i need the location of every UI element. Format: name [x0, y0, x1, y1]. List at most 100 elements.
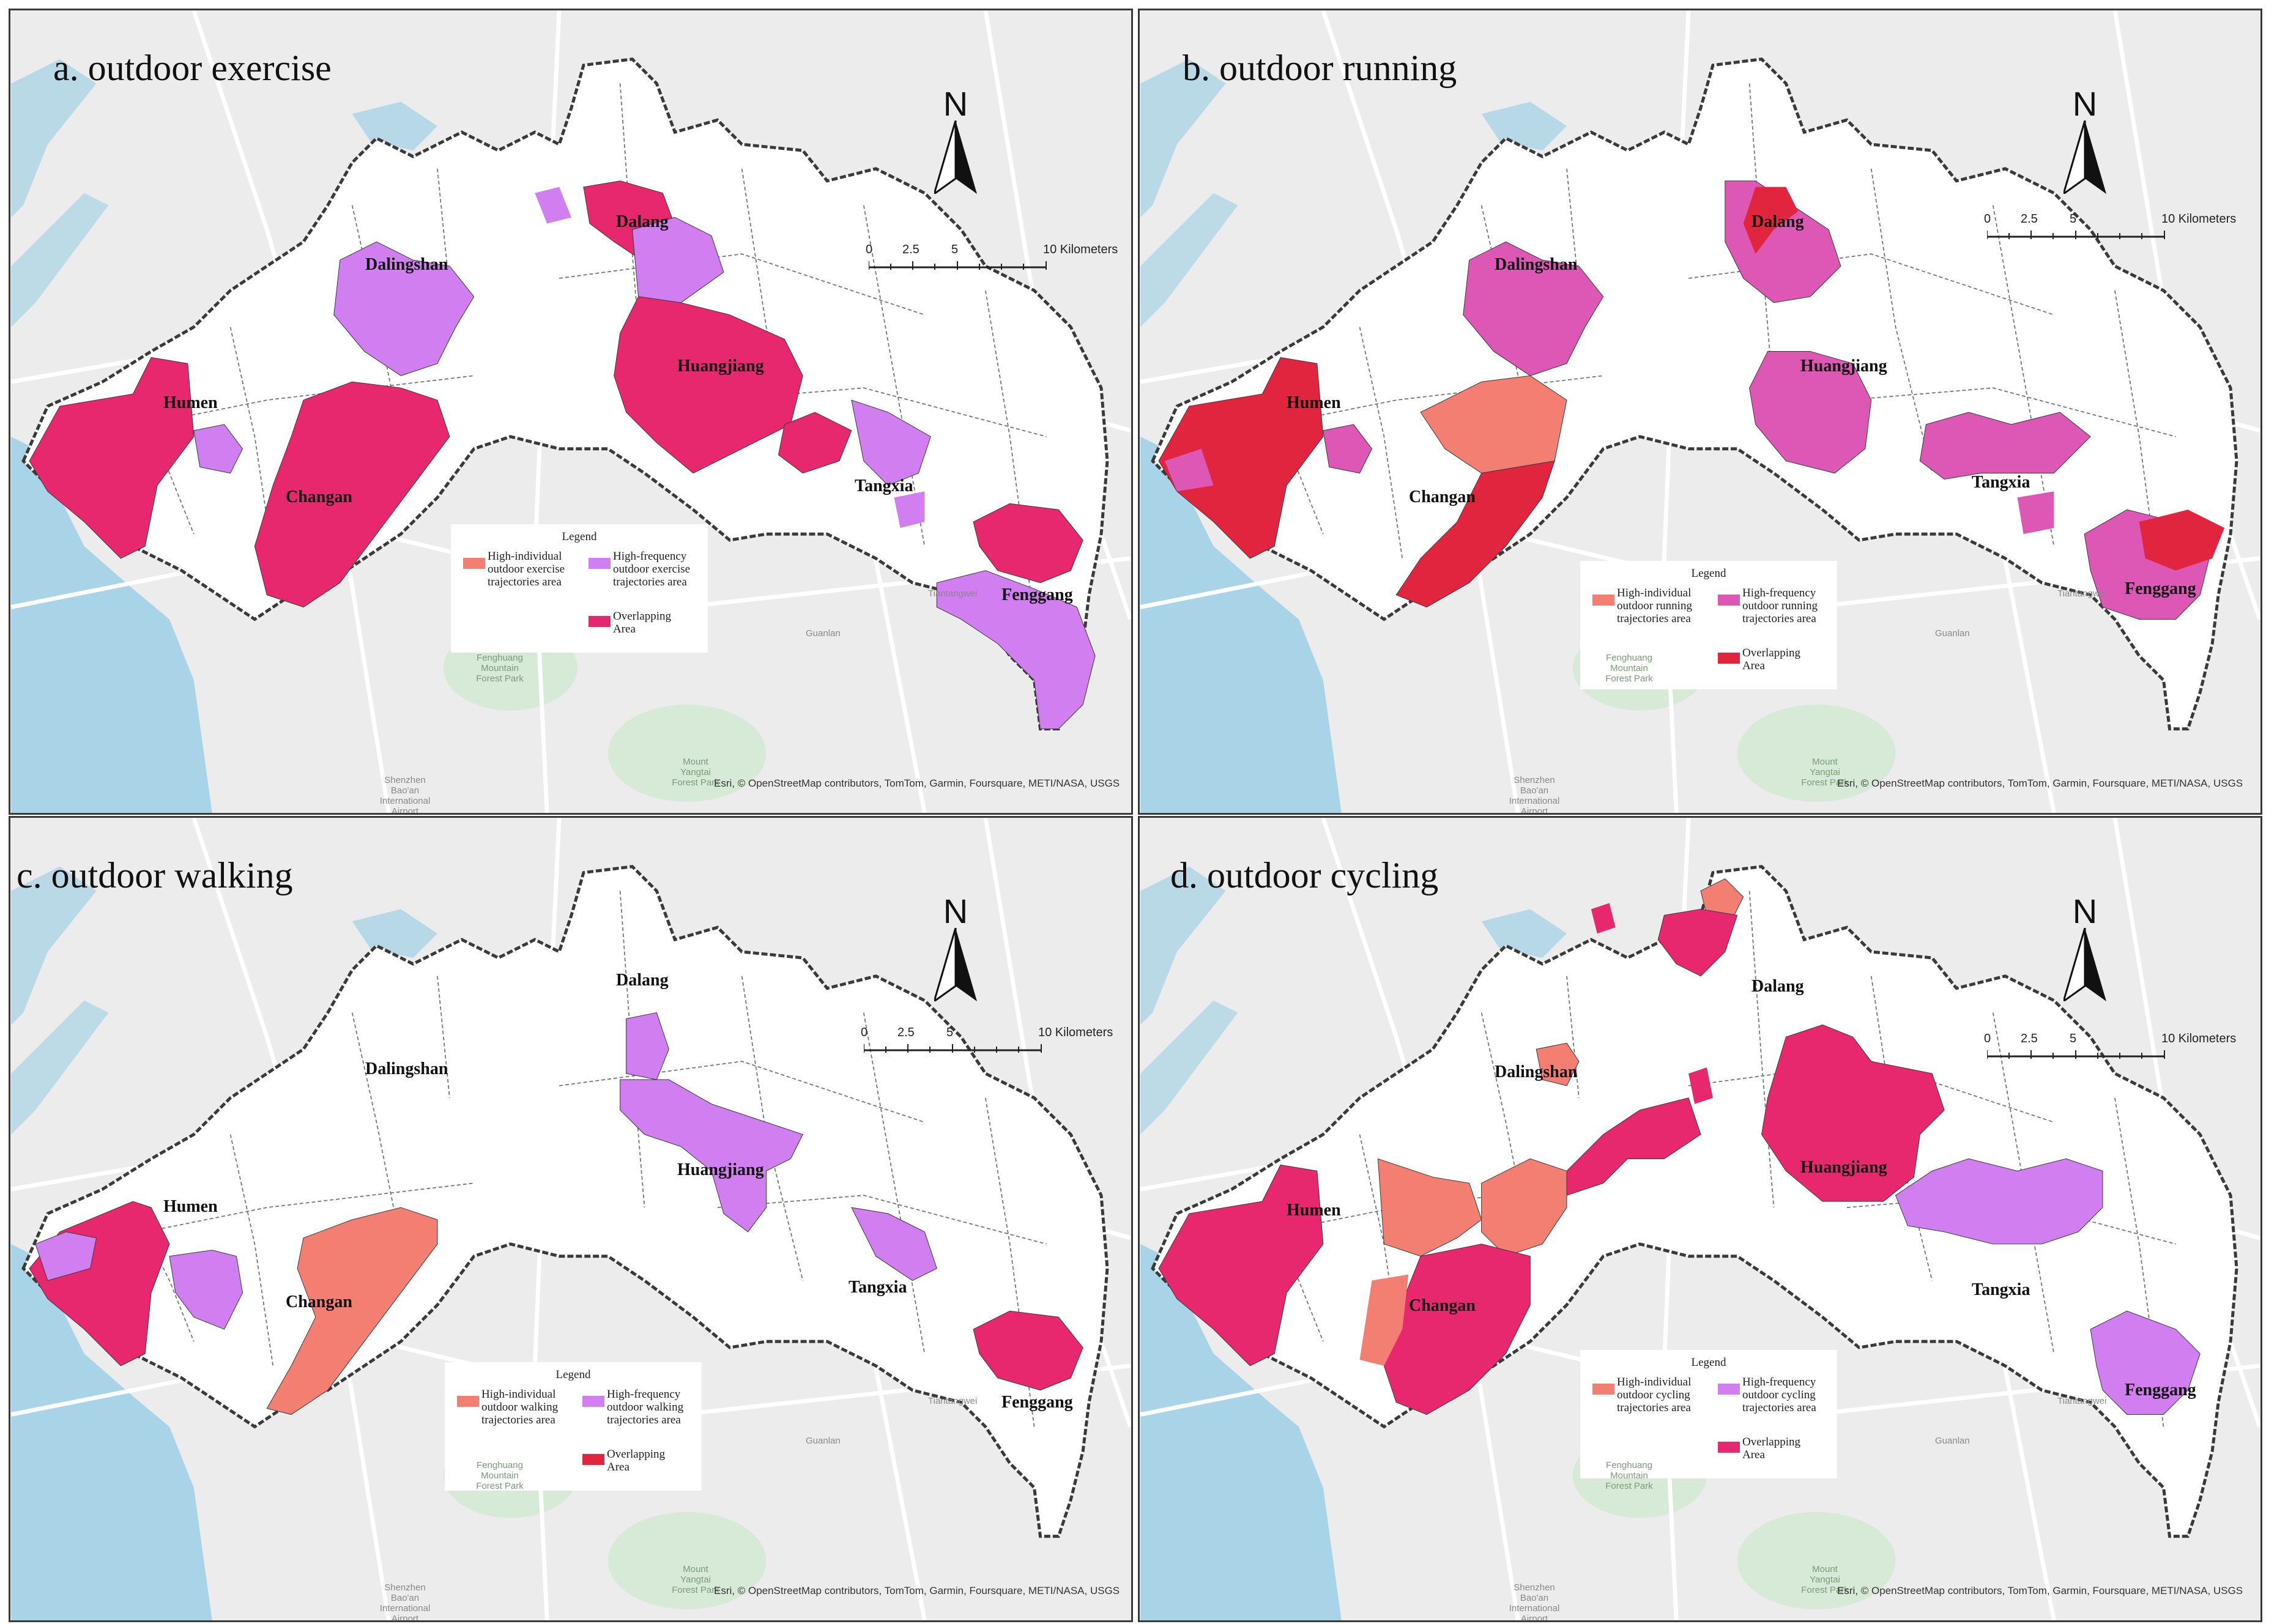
scale-bar: 0 2.5 5 10 Kilometers: [861, 1026, 1130, 1075]
scale-label-10: 10 Kilometers: [2161, 1032, 2237, 1045]
panel-title: c. outdoor walking: [17, 855, 293, 895]
area-changan-individual-3: [1359, 1274, 1409, 1366]
legend-swatch-individual: [1592, 595, 1614, 606]
basemap-label-tiantangwei: Tiantangwei: [2057, 1396, 2107, 1406]
map-panel-c: c. outdoor walking N 0 2.5 5 10 Kilomete…: [9, 816, 1133, 1622]
legend-swatch-overlap: [589, 616, 611, 627]
lake-water: [352, 102, 437, 150]
basemap-label-guanlan: Guanlan: [806, 1436, 841, 1446]
north-arrow: N: [928, 891, 983, 1007]
map-attribution: Esri, © OpenStreetMap contributors, TomT…: [714, 1585, 1120, 1596]
town-label-dalang: Dalang: [616, 971, 669, 990]
area-changan-individual: [266, 1207, 438, 1415]
map-d-canvas: [1140, 818, 2260, 1620]
scale-label-0: 0: [866, 243, 873, 256]
scale-label-2-5: 2.5: [897, 1026, 915, 1039]
north-arrow-icon: [2063, 121, 2106, 194]
map-legend: Legend High-individual outdoor exercise …: [451, 524, 708, 653]
map-a-canvas: [10, 10, 1131, 813]
town-label-huangjiang: Huangjiang: [1800, 357, 1887, 376]
scale-label-5: 5: [2070, 212, 2077, 226]
legend-title: Legend: [555, 1368, 591, 1381]
basemap-label-fenghuang: Fenghuang Mountain Forest Park: [476, 1460, 524, 1491]
map-legend: Legend High-individual outdoor walking t…: [445, 1362, 702, 1491]
town-label-humen: Humen: [1287, 1201, 1341, 1220]
town-label-fenggang: Fenggang: [1001, 1393, 1073, 1412]
scale-bar-graphic: [1987, 1050, 2165, 1059]
park-yangtai: [607, 704, 767, 803]
scale-label-5: 5: [951, 243, 959, 256]
scale-label-0: 0: [1984, 212, 1991, 226]
map-panel-d: d. outdoor cycling N 0 2.5 5 10 Kilomete…: [1138, 816, 2262, 1622]
town-label-huangjiang: Huangjiang: [677, 357, 764, 376]
town-label-dalang: Dalang: [616, 212, 669, 231]
town-label-dalang: Dalang: [1751, 977, 1804, 996]
legend-label-overlap: Overlapping Area: [607, 1448, 665, 1474]
north-arrow-icon: [2063, 928, 2106, 1001]
map-b-canvas: [1140, 10, 2260, 813]
town-label-dalang: Dalang: [1751, 212, 1804, 231]
area-humen-frequency-2: [1165, 448, 1214, 492]
legend-label-frequency: High-frequency outdoor exercise trajecto…: [613, 550, 691, 588]
town-label-fenggang: Fenggang: [2125, 579, 2196, 598]
town-label-humen: Humen: [1287, 393, 1341, 412]
town-label-dalingshan: Dalingshan: [1495, 1062, 1578, 1081]
legend-swatch-frequency: [1718, 1384, 1740, 1395]
panel-title: b. outdoor running: [1183, 48, 1457, 88]
area-fenggang-frequency: [2090, 1310, 2201, 1415]
area-huangjiang-frequency: [1749, 350, 1872, 474]
basemap-label-yangtai: Mount Yangtai Forest Park: [672, 1564, 719, 1595]
area-humen-overlap: [1158, 357, 1324, 559]
scale-bar: 0 2.5 5 10 Kilometers: [1984, 1032, 2253, 1081]
basemap-label-yangtai: Mount Yangtai Forest Park: [1801, 1564, 1849, 1595]
legend-label-overlap: Overlapping Area: [613, 610, 671, 636]
legend-swatch-overlap: [1718, 1442, 1740, 1453]
area-humen-overlap: [1158, 1164, 1324, 1366]
town-label-tangxia: Tangxia: [849, 1278, 907, 1297]
basemap-label-guanlan: Guanlan: [1935, 628, 1970, 639]
town-label-changan: Changan: [1409, 488, 1476, 506]
town-label-tangxia: Tangxia: [1972, 1280, 2030, 1299]
area-tangxia-overlap: [778, 412, 852, 474]
basemap-label-yangtai: Mount Yangtai Forest Park: [672, 757, 719, 788]
area-dalang-overlap-3: [1688, 1067, 1713, 1104]
area-dalang-frequency: [535, 187, 571, 224]
area-huangjiang-overlap: [614, 296, 803, 474]
map-legend: Legend High-individual outdoor cycling t…: [1580, 1350, 1837, 1478]
town-label-huangjiang: Huangjiang: [677, 1160, 764, 1179]
town-label-changan: Changan: [286, 488, 352, 506]
scale-bar: 0 2.5 5 10 Kilometers: [866, 243, 1131, 292]
scale-label-5: 5: [2070, 1032, 2077, 1045]
scale-label-0: 0: [861, 1026, 868, 1039]
area-huangjiang-overlap-link: [1566, 1097, 1701, 1196]
scale-bar-graphic: [864, 1044, 1042, 1053]
area-changan-individual-2: [1481, 1158, 1567, 1257]
legend-label-frequency: High-frequency outdoor cycling trajector…: [1742, 1376, 1816, 1414]
area-huangjiang-overlap: [1761, 1024, 1945, 1202]
panel-title: a. outdoor exercise: [53, 48, 332, 88]
area-humen-frequency-2: [169, 1250, 243, 1330]
legend-label-individual: High-individual outdoor running trajecto…: [1617, 587, 1692, 625]
basemap-label-airport: Shenzhen Bao'an International Airport: [1509, 775, 1560, 815]
north-arrow-icon: [934, 928, 977, 1001]
area-humen-frequency: [193, 424, 243, 474]
estuary-water: [11, 436, 212, 813]
map-attribution: Esri, © OpenStreetMap contributors, TomT…: [1837, 777, 2243, 789]
basemap-label-guanlan: Guanlan: [1935, 1436, 1970, 1446]
legend-swatch-frequency: [582, 1396, 604, 1407]
north-label: N: [2072, 84, 2098, 123]
area-dalang-overlap: [1657, 908, 1738, 977]
area-dalingshan-frequency: [1463, 241, 1604, 376]
scale-label-2-5: 2.5: [2021, 1032, 2038, 1045]
map-legend: Legend High-individual outdoor running t…: [1580, 561, 1837, 689]
area-fenggang-overlap: [2139, 510, 2225, 571]
legend-swatch-overlap: [1718, 653, 1740, 664]
scale-bar-graphic: [1987, 231, 2165, 239]
legend-swatch-frequency: [1718, 595, 1740, 606]
town-label-huangjiang: Huangjiang: [1800, 1158, 1887, 1177]
legend-title: Legend: [1691, 567, 1726, 580]
area-tangxia-frequency-2: [2017, 491, 2054, 535]
basemap-label-fenghuang: Fenghuang Mountain Forest Park: [1605, 653, 1653, 684]
basemap-label-guanlan: Guanlan: [806, 628, 841, 639]
scale-label-10: 10 Kilometers: [1038, 1026, 1113, 1039]
